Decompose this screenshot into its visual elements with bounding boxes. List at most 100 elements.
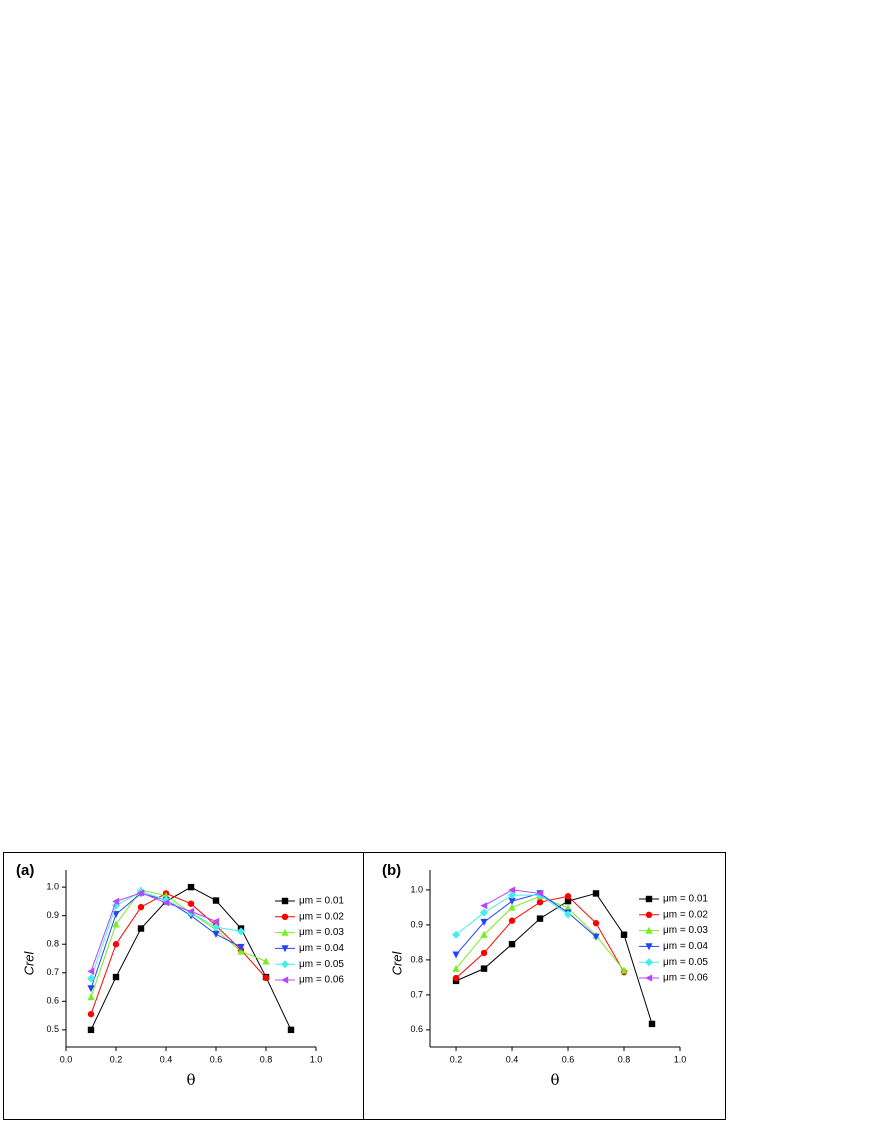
x-tick-label: 0.4: [506, 1054, 519, 1064]
marker: [112, 941, 120, 948]
marker: [452, 951, 460, 959]
marker: [592, 919, 600, 927]
marker: [536, 889, 544, 898]
legend-label: μm = 0.05: [663, 957, 708, 968]
marker: [137, 925, 145, 932]
marker: [536, 915, 544, 922]
marker: [262, 974, 270, 982]
legend-label: μm = 0.05: [299, 959, 344, 970]
y-tick-label: 0.9: [410, 919, 423, 929]
marker: [87, 985, 95, 993]
marker: [281, 960, 289, 969]
panel-label: (b): [382, 862, 401, 879]
marker: [452, 964, 460, 972]
marker: [508, 940, 516, 948]
y-tick-label: 1.0: [410, 884, 423, 894]
x-tick-label: 0.2: [110, 1054, 123, 1064]
legend-label: μm = 0.02: [663, 909, 708, 920]
marker: [281, 913, 289, 920]
y-tick-label: 0.6: [410, 1024, 423, 1034]
marker: [212, 923, 220, 932]
marker: [281, 945, 289, 953]
marker: [452, 974, 460, 982]
marker: [162, 899, 170, 907]
marker: [480, 908, 489, 917]
marker: [508, 897, 516, 905]
y-tick-label: 0.8: [410, 954, 423, 964]
panel-label: (a): [16, 862, 34, 879]
marker: [645, 926, 653, 934]
marker: [648, 1020, 656, 1028]
marker: [212, 917, 220, 925]
x-axis-label: θ: [550, 1071, 559, 1089]
marker: [87, 1026, 95, 1034]
marker: [564, 893, 572, 900]
marker: [212, 897, 220, 904]
marker: [187, 900, 195, 907]
series-line: [90, 892, 267, 1015]
x-tick-label: 0.8: [618, 1054, 631, 1064]
marker: [645, 974, 653, 982]
marker: [508, 903, 516, 911]
marker: [480, 965, 488, 972]
marker: [187, 907, 195, 915]
x-tick-label: 0.0: [60, 1054, 73, 1064]
marker: [112, 897, 120, 906]
marker: [137, 903, 145, 911]
y-tick-label: 0.5: [46, 1024, 59, 1034]
marker: [508, 886, 516, 894]
panel-frame: [363, 852, 726, 1120]
y-tick-label: 0.7: [410, 989, 423, 999]
marker: [112, 911, 120, 919]
marker: [237, 927, 245, 936]
marker: [281, 897, 289, 905]
marker: [592, 933, 600, 941]
marker: [287, 1026, 295, 1034]
marker: [281, 976, 289, 984]
x-tick-label: 0.6: [562, 1054, 575, 1064]
legend-label: μm = 0.03: [299, 927, 344, 938]
marker: [137, 889, 145, 897]
marker: [112, 920, 120, 928]
y-axis-label: Crel: [21, 950, 36, 975]
marker: [645, 895, 653, 903]
marker: [508, 917, 516, 924]
series-line: [90, 889, 267, 998]
x-tick-label: 0.8: [260, 1054, 273, 1064]
marker: [480, 930, 488, 938]
x-tick-label: 0.4: [160, 1054, 173, 1064]
marker: [87, 974, 95, 983]
x-tick-label: 0.2: [450, 1054, 463, 1064]
marker: [262, 957, 270, 965]
series-line: [455, 892, 653, 1025]
marker: [645, 958, 653, 967]
x-tick-label: 0.6: [210, 1054, 223, 1064]
marker: [87, 1010, 95, 1018]
legend-label: μm = 0.04: [663, 941, 708, 952]
y-tick-label: 0.6: [46, 996, 59, 1006]
marker: [564, 910, 573, 919]
legend-label: μm = 0.06: [299, 975, 344, 986]
y-tick-label: 1.0: [46, 882, 59, 892]
x-tick-label: 1.0: [310, 1054, 323, 1064]
series-line: [90, 892, 217, 972]
marker: [237, 943, 245, 951]
legend-label: μm = 0.01: [299, 896, 344, 907]
marker: [480, 949, 488, 957]
legend-label: μm = 0.03: [663, 925, 708, 936]
marker: [87, 993, 95, 1001]
marker: [480, 902, 488, 910]
marker: [645, 911, 653, 918]
marker: [281, 928, 289, 936]
y-tick-label: 0.7: [46, 967, 59, 977]
series-line: [90, 886, 292, 1031]
legend-label: μm = 0.02: [299, 911, 344, 922]
marker: [212, 931, 220, 939]
marker: [620, 931, 628, 938]
y-tick-label: 0.9: [46, 910, 59, 920]
marker: [237, 947, 245, 955]
marker: [645, 943, 653, 951]
legend-label: μm = 0.04: [299, 943, 344, 954]
legend-label: μm = 0.01: [663, 894, 708, 905]
